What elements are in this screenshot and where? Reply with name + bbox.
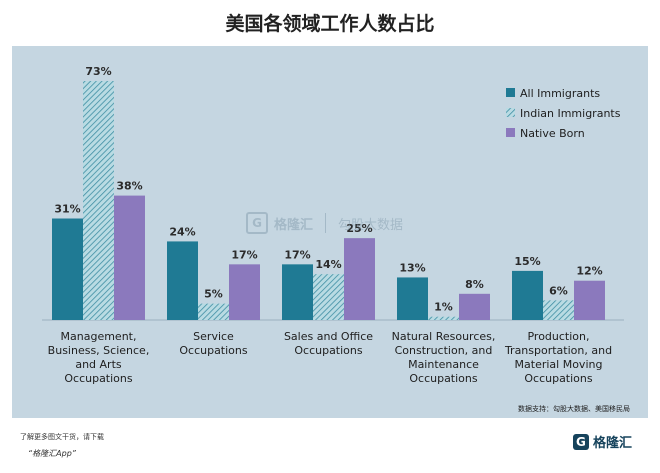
data-label: 38% [116, 180, 142, 193]
category-label-0: Management, Business, Science, and Arts Occ… [48, 330, 150, 385]
footer-logo-text: 格隆汇 [592, 436, 632, 451]
data-label: 5% [204, 288, 223, 301]
bar-indian-immigrants-1 [198, 303, 229, 320]
data-label: 25% [346, 222, 372, 235]
bar-native-born-0 [114, 195, 145, 320]
data-label: 14% [315, 258, 341, 271]
data-label: 73% [85, 65, 111, 78]
chart-header: 美国各领域工作人数占比 [0, 0, 660, 44]
bar-native-born-3 [459, 293, 490, 320]
legend-label-2: Native Born [520, 127, 585, 140]
bar-native-born-1 [229, 264, 260, 320]
bar-all-immigrants-4 [512, 270, 543, 320]
legend-label-0: All Immigrants [520, 87, 600, 100]
bar-chart: 31% 24% 17% 13% 15% 73% 5% 14% 1% 6% 38% 17% 25% 8% 12… [42, 65, 624, 385]
legend-swatch-1 [506, 108, 515, 117]
data-label: 8% [465, 278, 484, 291]
bar-native-born-2 [344, 238, 375, 320]
bar-indian-immigrants-3 [428, 316, 459, 320]
bar-native-born-4 [574, 280, 605, 320]
bar-all-immigrants-1 [167, 241, 198, 320]
legend-label-1: Indian Immigrants [520, 107, 621, 120]
legend-swatch-2 [506, 128, 515, 137]
footer-app-name: “格隆汇App” [28, 449, 76, 458]
chart-panel: 31% 24% 17% 13% 15% 73% 5% 14% 1% 6% 38% 17% 25% 8% 12… [12, 46, 648, 418]
watermark-divider [325, 213, 327, 233]
category-label-2: Sales and Office Occupations [284, 330, 373, 357]
watermark-brand-2: 勾股大数据 [338, 217, 404, 233]
data-label: 6% [549, 284, 568, 297]
data-label: 24% [169, 225, 195, 238]
watermark-logo-icon: G [246, 212, 268, 234]
category-label-3: Natural Resources, Construction, and Maint… [392, 330, 496, 385]
watermark-brand: 格隆汇 [274, 217, 314, 233]
legend-swatch-0 [506, 88, 515, 97]
category-label-1: Service Occupations [179, 330, 248, 357]
data-label: 13% [399, 261, 425, 274]
data-label: 15% [514, 255, 540, 268]
category-label-4: Production, Transportation, and Material M… [504, 330, 612, 385]
watermark: G 格隆汇 勾股大数据 [246, 212, 403, 234]
bar-all-immigrants-3 [397, 277, 428, 320]
footer-note: 了解更多图文干货，请下载 [20, 433, 104, 441]
source-note: 数据支持：勾股大数据、美国移民局 [518, 405, 630, 413]
footer-logo: G 格隆汇 [572, 432, 632, 451]
bar-indian-immigrants-0 [83, 81, 114, 320]
data-label: 31% [54, 203, 80, 216]
data-label: 17% [284, 248, 310, 261]
data-label: 12% [576, 265, 602, 278]
bar-all-immigrants-2 [282, 264, 313, 320]
data-label: 1% [434, 301, 453, 314]
bar-all-immigrants-0 [52, 218, 83, 320]
chart-title: 美国各领域工作人数占比 [225, 12, 435, 35]
data-label: 17% [231, 248, 257, 261]
bar-indian-immigrants-2 [313, 274, 344, 320]
bar-indian-immigrants-4 [543, 300, 574, 320]
brand-logo-icon: G [572, 433, 589, 450]
